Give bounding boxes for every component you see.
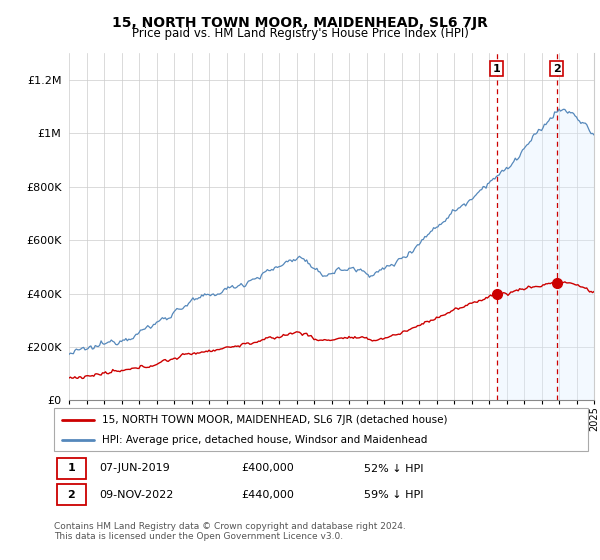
Text: £440,000: £440,000: [241, 489, 294, 500]
Text: 15, NORTH TOWN MOOR, MAIDENHEAD, SL6 7JR: 15, NORTH TOWN MOOR, MAIDENHEAD, SL6 7JR: [112, 16, 488, 30]
Text: 1: 1: [493, 64, 500, 73]
Text: Contains HM Land Registry data © Crown copyright and database right 2024.
This d: Contains HM Land Registry data © Crown c…: [54, 522, 406, 542]
Text: 2: 2: [553, 64, 560, 73]
Text: 59% ↓ HPI: 59% ↓ HPI: [364, 489, 423, 500]
Text: 1: 1: [67, 464, 75, 474]
Text: HPI: Average price, detached house, Windsor and Maidenhead: HPI: Average price, detached house, Wind…: [102, 435, 427, 445]
Text: 2: 2: [67, 489, 75, 500]
Text: 52% ↓ HPI: 52% ↓ HPI: [364, 464, 423, 474]
Text: 07-JUN-2019: 07-JUN-2019: [100, 464, 170, 474]
Bar: [56, 458, 86, 479]
Text: 15, NORTH TOWN MOOR, MAIDENHEAD, SL6 7JR (detached house): 15, NORTH TOWN MOOR, MAIDENHEAD, SL6 7JR…: [102, 415, 448, 424]
Bar: [56, 484, 86, 505]
Text: £400,000: £400,000: [241, 464, 293, 474]
Text: Price paid vs. HM Land Registry's House Price Index (HPI): Price paid vs. HM Land Registry's House …: [131, 27, 469, 40]
Text: 09-NOV-2022: 09-NOV-2022: [100, 489, 174, 500]
